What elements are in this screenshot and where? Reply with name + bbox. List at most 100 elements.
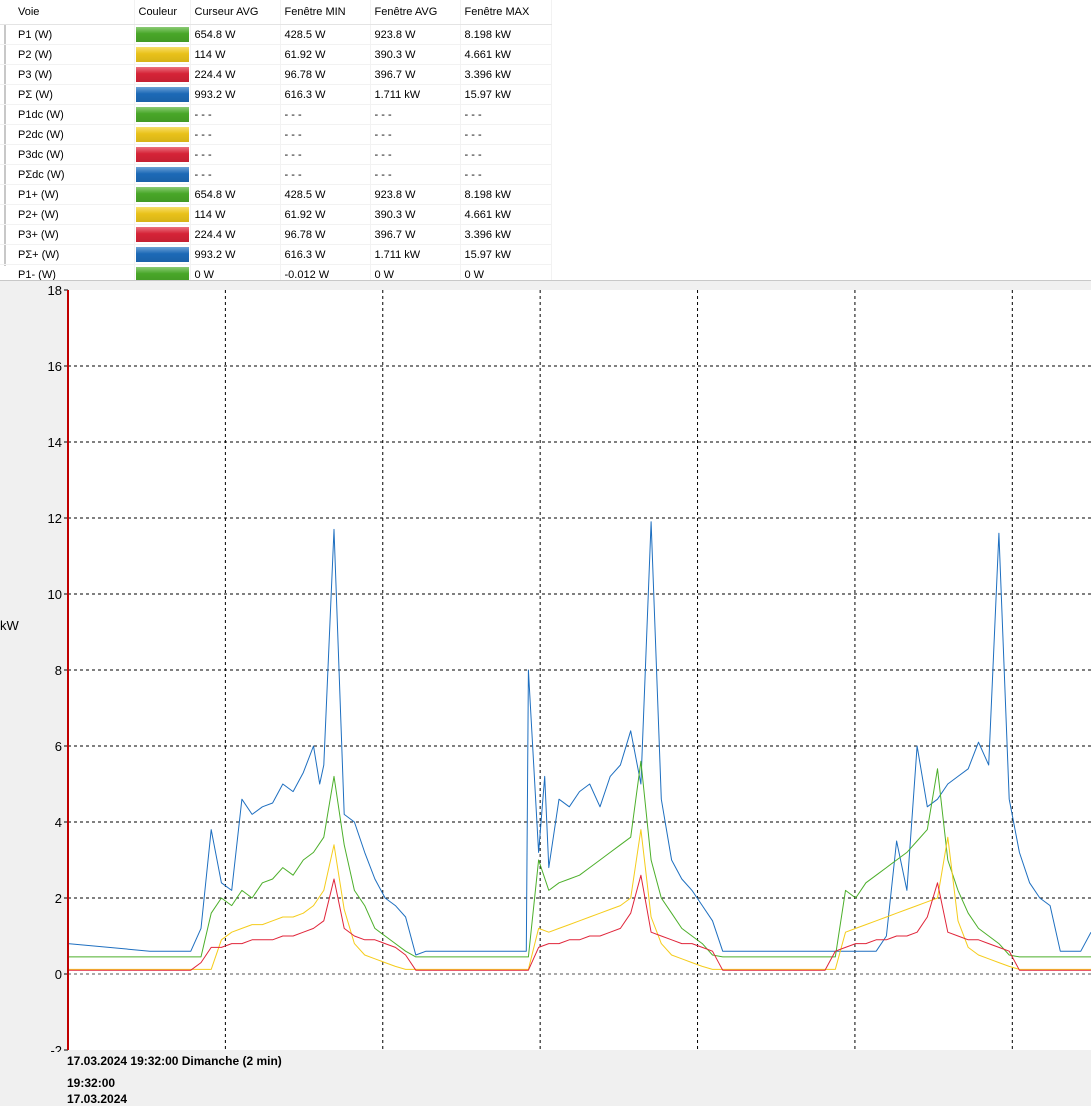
cell-win-max: 4.661 kW	[460, 44, 552, 65]
color-swatch[interactable]	[134, 144, 191, 165]
cell-win-max: 0 W	[460, 264, 552, 280]
channel-grid: Voie Couleur Curseur AVG Fenêtre MIN Fenêtre…	[0, 0, 552, 280]
color-swatch[interactable]	[134, 224, 191, 245]
cell-win-max: - - -	[460, 144, 552, 165]
color-swatch-fill	[135, 147, 189, 162]
cell-win-max: 3.396 kW	[460, 224, 552, 245]
table-row[interactable]: PΣ+ (W) 993.2 W 616.3 W 1.711 kW 15.97 kW	[0, 244, 552, 265]
color-swatch-fill	[135, 27, 189, 42]
cell-win-avg: 923.8 W	[370, 184, 461, 205]
channel-name: PΣ+ (W)	[0, 244, 135, 265]
series-line	[68, 829, 1091, 970]
table-row[interactable]: P1+ (W) 654.8 W 428.5 W 923.8 W 8.198 kW	[0, 184, 552, 205]
color-swatch-fill	[135, 127, 189, 142]
cell-win-max: 8.198 kW	[460, 184, 552, 205]
power-chart[interactable]: -2 0 2 4 6 8 10 12 14 16 18 kW	[0, 282, 1091, 1052]
cell-win-avg: - - -	[370, 104, 461, 125]
table-row[interactable]: P3+ (W) 224.4 W 96.78 W 396.7 W 3.396 kW	[0, 224, 552, 245]
color-swatch[interactable]	[134, 104, 191, 125]
cell-win-min: 616.3 W	[280, 244, 371, 265]
y-tick-label: 6	[55, 739, 62, 754]
cell-win-min: - - -	[280, 164, 371, 185]
color-swatch[interactable]	[134, 244, 191, 265]
cell-win-max: - - -	[460, 164, 552, 185]
cell-win-min: -0.012 W	[280, 264, 371, 280]
color-swatch[interactable]	[134, 84, 191, 105]
series-line	[68, 874, 1091, 971]
cell-win-avg: 396.7 W	[370, 64, 461, 85]
cell-win-min: - - -	[280, 124, 371, 145]
cell-win-min: 96.78 W	[280, 64, 371, 85]
table-row[interactable]: P2dc (W) - - -- - -- - -- - -	[0, 124, 552, 145]
cell-win-max: 3.396 kW	[460, 64, 552, 85]
y-tick-label: 18	[48, 283, 62, 298]
color-swatch-fill	[135, 67, 189, 82]
y-tick-label: -2	[50, 1043, 62, 1052]
table-row[interactable]: P2 (W) 114 W 61.92 W 390.3 W 4.661 kW	[0, 44, 552, 65]
channel-name: P1dc (W)	[0, 104, 135, 125]
timestamp-label: 17.03.2024 19:32:00 Dimanche (2 min)	[67, 1054, 282, 1068]
color-swatch-fill	[135, 47, 189, 62]
cell-win-avg: 390.3 W	[370, 44, 461, 65]
cell-win-avg: 0 W	[370, 264, 461, 280]
cell-win-max: 15.97 kW	[460, 244, 552, 265]
column-header[interactable]: Curseur AVG	[190, 0, 281, 25]
color-swatch-fill	[135, 207, 189, 222]
y-tick-label: 16	[48, 359, 62, 374]
cell-win-avg: - - -	[370, 124, 461, 145]
color-swatch-fill	[135, 267, 189, 280]
y-tick-label: 8	[55, 663, 62, 678]
cell-win-min: 61.92 W	[280, 204, 371, 225]
color-swatch-fill	[135, 187, 189, 202]
column-header[interactable]: Voie	[0, 0, 135, 25]
cell-win-min: - - -	[280, 104, 371, 125]
cell-win-avg: 396.7 W	[370, 224, 461, 245]
y-tick-label: 2	[55, 891, 62, 906]
color-swatch[interactable]	[134, 64, 191, 85]
column-header[interactable]: Fenêtre MIN	[280, 0, 371, 25]
color-swatch[interactable]	[134, 44, 191, 65]
cell-win-avg: 1.711 kW	[370, 84, 461, 105]
cell-cursor-avg: - - -	[190, 124, 281, 145]
cell-cursor-avg: 654.8 W	[190, 184, 281, 205]
table-row[interactable]: P1dc (W) - - -- - -- - -- - -	[0, 104, 552, 125]
column-header[interactable]: Couleur	[134, 0, 191, 25]
color-swatch[interactable]	[134, 24, 191, 45]
color-swatch[interactable]	[134, 164, 191, 185]
y-tick-label: 4	[55, 815, 62, 830]
time-label: 19:32:00	[67, 1076, 116, 1090]
table-row[interactable]: PΣ (W) 993.2 W 616.3 W 1.711 kW 15.97 kW	[0, 84, 552, 105]
channel-name: PΣdc (W)	[0, 164, 135, 185]
color-swatch[interactable]	[134, 204, 191, 225]
channel-name: P2 (W)	[0, 44, 135, 65]
cell-cursor-avg: - - -	[190, 144, 281, 165]
channel-name: PΣ (W)	[0, 84, 135, 105]
channel-name: P3 (W)	[0, 64, 135, 85]
table-row[interactable]: P2+ (W) 114 W 61.92 W 390.3 W 4.661 kW	[0, 204, 552, 225]
date-label: 17.03.2024	[67, 1092, 128, 1106]
y-tick-label: 14	[48, 435, 62, 450]
channel-name: P3dc (W)	[0, 144, 135, 165]
table-row[interactable]: P1 (W) 654.8 W 428.5 W 923.8 W 8.198 kW	[0, 24, 552, 45]
color-swatch-fill	[135, 167, 189, 182]
cell-win-avg: 1.711 kW	[370, 244, 461, 265]
color-swatch-fill	[135, 107, 189, 122]
column-header[interactable]: Fenêtre MAX	[460, 0, 552, 25]
cell-cursor-avg: - - -	[190, 164, 281, 185]
table-row[interactable]: P3 (W) 224.4 W 96.78 W 396.7 W 3.396 kW	[0, 64, 552, 85]
channel-table: Voie Couleur Curseur AVG Fenêtre MIN Fenêtre…	[0, 0, 1091, 281]
cell-win-avg: 390.3 W	[370, 204, 461, 225]
color-swatch[interactable]	[134, 264, 191, 280]
cell-cursor-avg: 993.2 W	[190, 244, 281, 265]
column-header[interactable]: Fenêtre AVG	[370, 0, 461, 25]
color-swatch[interactable]	[134, 184, 191, 205]
cell-win-avg: - - -	[370, 144, 461, 165]
color-swatch[interactable]	[134, 124, 191, 145]
series-line	[67, 521, 1091, 956]
table-row[interactable]: P3dc (W) - - -- - -- - -- - -	[0, 144, 552, 165]
cell-cursor-avg: 224.4 W	[190, 224, 281, 245]
table-row[interactable]: PΣdc (W) - - -- - -- - -- - -	[0, 164, 552, 185]
cell-win-max: 8.198 kW	[460, 24, 552, 45]
channel-name: P1 (W)	[0, 24, 135, 45]
